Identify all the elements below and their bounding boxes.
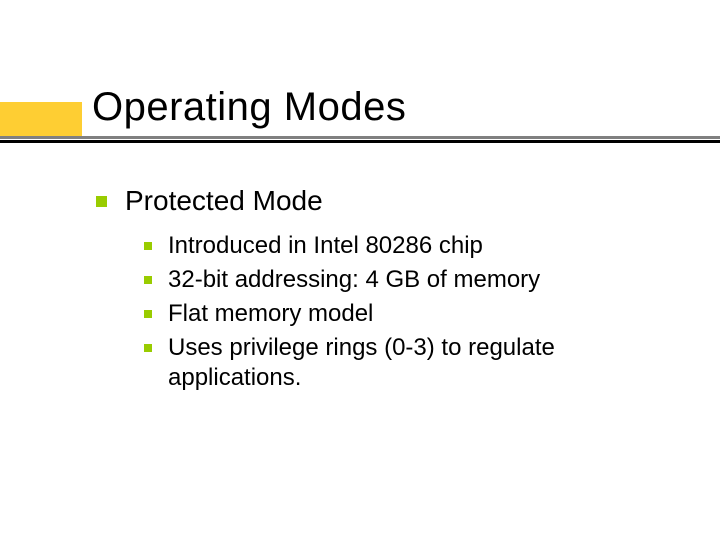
level2-text: Introduced in Intel 80286 chip (168, 231, 483, 261)
bullet-level2: Flat memory model (144, 299, 660, 329)
slide-title: Operating Modes (92, 85, 406, 130)
level2-list: Introduced in Intel 80286 chip 32-bit ad… (144, 231, 660, 393)
level2-text: 32-bit addressing: 4 GB of memory (168, 265, 540, 295)
title-accent-bar (0, 102, 82, 136)
title-underline (0, 136, 720, 143)
slide-content: Protected Mode Introduced in Intel 80286… (96, 185, 660, 397)
square-bullet-icon (96, 196, 107, 207)
title-underline-top (0, 136, 720, 139)
level1-text: Protected Mode (125, 185, 323, 217)
title-underline-bottom (0, 140, 720, 143)
bullet-level2: Uses privilege rings (0-3) to regulate a… (144, 333, 660, 393)
title-region: Operating Modes (0, 0, 720, 48)
level2-text: Flat memory model (168, 299, 373, 329)
bullet-level1: Protected Mode (96, 185, 660, 217)
square-bullet-icon (144, 310, 152, 318)
square-bullet-icon (144, 276, 152, 284)
bullet-level2: 32-bit addressing: 4 GB of memory (144, 265, 660, 295)
square-bullet-icon (144, 344, 152, 352)
bullet-level2: Introduced in Intel 80286 chip (144, 231, 660, 261)
level2-text: Uses privilege rings (0-3) to regulate a… (168, 333, 660, 393)
square-bullet-icon (144, 242, 152, 250)
